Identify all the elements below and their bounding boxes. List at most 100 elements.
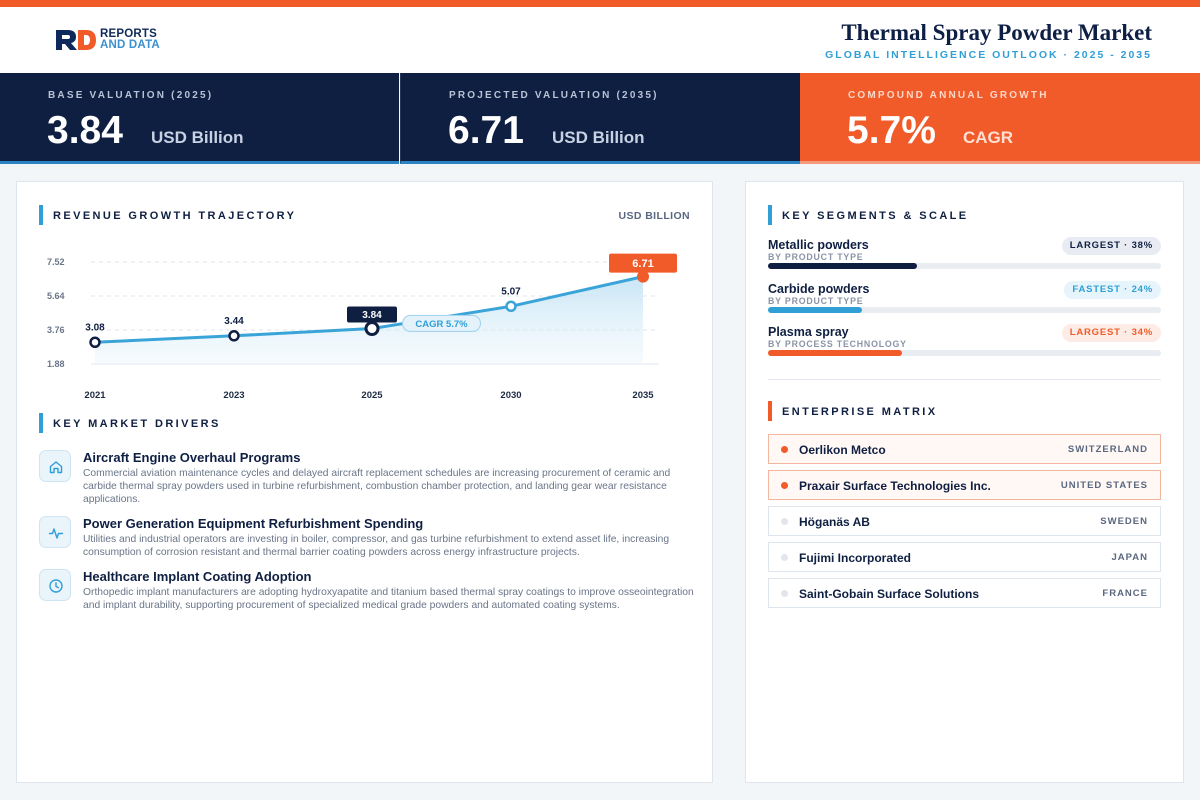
brand-logo[interactable]: REPORTS AND DATA [54, 27, 164, 55]
segment-bar-fill [768, 307, 862, 313]
logo-line-1: REPORTS [100, 28, 157, 40]
kpi-value: 5.7% [847, 109, 936, 152]
company-row-fujimi[interactable]: Fujimi Incorporated JAPAN [768, 542, 1161, 572]
left-panel: REVENUE GROWTH TRAJECTORY USD BILLION 7.… [16, 181, 713, 783]
company-name: Praxair Surface Technologies Inc. [799, 479, 991, 493]
segment-bar-track [768, 263, 1161, 269]
clock-icon [39, 569, 71, 601]
logo-text: REPORTS AND DATA [100, 28, 160, 51]
drivers-section-title: KEY MARKET DRIVERS [39, 413, 221, 433]
x-tick-label: 2030 [500, 390, 521, 401]
logo-line-2: AND DATA [100, 39, 160, 51]
data-label: 6.71 [632, 258, 653, 270]
kpi-unit: USD Billion [151, 128, 244, 147]
kpi-label: BASE VALUATION (2025) [48, 90, 214, 101]
kpi-base-valuation: BASE VALUATION (2025) 3.84 USD Billion [0, 73, 399, 164]
data-point [364, 321, 380, 337]
company-country: UNITED STATES [1060, 480, 1148, 491]
section-divider [768, 379, 1161, 380]
status-dot-icon [781, 554, 788, 561]
area-fill [95, 276, 643, 364]
segment-category: BY PRODUCT TYPE [768, 296, 864, 306]
status-dot-icon [781, 590, 788, 597]
top-accent-bar [0, 0, 1200, 7]
company-country: SWEDEN [1100, 516, 1148, 527]
logo-mark-icon [56, 30, 96, 50]
kpi-value: 3.84 [47, 109, 123, 152]
y-tick-label: 5.64 [47, 291, 65, 301]
data-label-box [609, 253, 677, 273]
segment-bar-track [768, 350, 1161, 356]
kpi-cagr: COMPOUND ANNUAL GROWTH 5.7% CAGR [800, 73, 1200, 164]
segment-bar-track [768, 307, 1161, 313]
driver-title: Aircraft Engine Overhaul Programs [83, 450, 301, 465]
driver-title: Power Generation Equipment Refurbishment… [83, 516, 424, 531]
company-name: Fujimi Incorporated [799, 551, 912, 565]
kpi-value: 6.71 [448, 109, 524, 152]
cagr-annotation-pill [402, 314, 481, 332]
data-label: 3.84 [362, 310, 382, 321]
segment-category: BY PRODUCT TYPE [768, 252, 864, 262]
driver-title: Healthcare Implant Coating Adoption [83, 569, 312, 584]
y-tick-label: 1.88 [47, 359, 65, 369]
company-row-praxair[interactable]: Praxair Surface Technologies Inc. UNITED… [768, 470, 1161, 500]
page-subtitle: GLOBAL INTELLIGENCE OUTLOOK · 2025 - 203… [825, 49, 1152, 61]
status-dot-icon [781, 446, 788, 453]
segment-badge: FASTEST · 24% [1064, 281, 1161, 299]
status-dot-icon [781, 482, 788, 489]
revenue-line-chart: 7.52 5.64 3.76 1.88 2021 2023 2025 2030 2035 CAGR… [47, 253, 677, 401]
segment-name: Plasma spray [768, 325, 849, 339]
x-tick-label: 2021 [84, 390, 106, 401]
company-country: JAPAN [1111, 552, 1148, 563]
x-tick-label: 2035 [632, 390, 654, 401]
driver-description: Commercial aviation maintenance cycles a… [83, 468, 671, 505]
kpi-projected-valuation: PROJECTED VALUATION (2035) 6.71 USD Bill… [400, 73, 800, 164]
chart-unit-label: USD BILLION [618, 210, 690, 222]
segment-bar-fill [768, 263, 917, 269]
segment-badge: LARGEST · 38% [1061, 237, 1161, 255]
data-point [505, 300, 517, 313]
revenue-section-title: REVENUE GROWTH TRAJECTORY [39, 205, 296, 225]
kpi-strip: BASE VALUATION (2025) 3.84 USD Billion P… [0, 73, 1200, 164]
activity-icon [39, 516, 71, 548]
company-name: Saint-Gobain Surface Solutions [799, 587, 980, 601]
x-tick-label: 2023 [223, 390, 244, 401]
segment-item: Metallic powders BY PRODUCT TYPE LARGEST… [768, 237, 1161, 280]
driver-description: Orthopedic implant manufacturers are ado… [83, 587, 694, 611]
data-point [228, 330, 240, 342]
company-name: Oerlikon Metco [799, 443, 886, 457]
data-label: 3.44 [224, 316, 244, 327]
company-row-oerlikon-metco[interactable]: Oerlikon Metco SWITZERLAND [768, 434, 1161, 464]
enterprise-section-title: ENTERPRISE MATRIX [768, 401, 938, 421]
segment-category: BY PROCESS TECHNOLOGY [768, 339, 907, 349]
company-country: FRANCE [1102, 588, 1148, 599]
cagr-annotation-label: CAGR 5.7% [415, 319, 468, 330]
data-label: 3.08 [85, 322, 105, 333]
x-tick-label: 2025 [361, 390, 383, 401]
page-header: REPORTS AND DATA Thermal Spray Powder Ma… [0, 7, 1200, 73]
company-row-hoganas[interactable]: Höganäs AB SWEDEN [768, 506, 1161, 536]
page-title: Thermal Spray Powder Market [841, 20, 1152, 45]
segments-section-title: KEY SEGMENTS & SCALE [768, 205, 969, 225]
y-tick-label: 3.76 [47, 325, 65, 335]
segment-item: Carbide powders BY PRODUCT TYPE FASTEST … [768, 281, 1161, 324]
right-panel: KEY SEGMENTS & SCALE Metallic powders BY… [745, 181, 1184, 783]
kpi-unit: USD Billion [552, 128, 645, 147]
y-tick-label: 7.52 [47, 257, 65, 267]
data-point [89, 336, 101, 349]
kpi-label: COMPOUND ANNUAL GROWTH [848, 90, 1049, 101]
data-label: 5.07 [501, 286, 521, 297]
segment-badge: LARGEST · 34% [1061, 324, 1161, 342]
kpi-unit: CAGR [963, 128, 1014, 147]
segment-name: Carbide powders [768, 282, 870, 296]
company-row-saint-gobain[interactable]: Saint-Gobain Surface Solutions FRANCE [768, 578, 1161, 608]
driver-description: Utilities and industrial operators are i… [83, 534, 670, 558]
company-name: Höganäs AB [799, 515, 870, 529]
status-dot-icon [781, 518, 788, 525]
segment-name: Metallic powders [768, 238, 869, 252]
home-icon [39, 450, 71, 482]
segment-bar-fill [768, 350, 902, 356]
data-label-box [347, 306, 397, 323]
segment-item: Plasma spray BY PROCESS TECHNOLOGY LARGE… [768, 324, 1161, 367]
kpi-label: PROJECTED VALUATION (2035) [449, 90, 659, 101]
